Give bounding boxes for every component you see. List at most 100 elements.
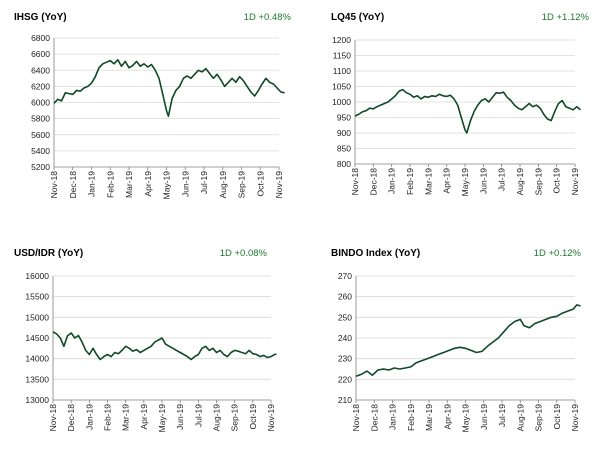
y-tick-label: 6000: [31, 98, 50, 108]
x-tick-label: Apr-19: [442, 404, 452, 430]
x-tick-label: Sep-19: [237, 171, 247, 199]
lq45-chart-title: LQ45 (YoY): [331, 12, 385, 23]
bindo-chart-title: BINDO Index (YoY): [331, 248, 421, 259]
x-tick-label: Dec-18: [368, 168, 378, 196]
y-tick-label: 900: [337, 128, 351, 138]
y-tick-label: 13500: [25, 374, 49, 384]
x-tick-label: Jul-19: [199, 171, 209, 194]
x-tick-label: Mar-19: [423, 168, 433, 195]
y-tick-label: 1100: [333, 66, 352, 76]
y-tick-label: 6600: [31, 49, 50, 59]
y-tick-label: 220: [338, 374, 352, 384]
x-tick-label: Oct-19: [552, 404, 562, 430]
x-tick-label: Jul-19: [497, 404, 507, 427]
x-tick-label: Nov-18: [351, 404, 361, 432]
y-tick-label: 240: [338, 333, 352, 343]
y-tick-label: 1000: [332, 97, 351, 107]
y-tick-label: 15500: [25, 292, 49, 302]
lq45-chart-panel: LQ45 (YoY) 1D +1.12% 800 850 900 950 1000 105…: [303, 0, 607, 230]
x-tick-label: Nov-18: [48, 404, 58, 432]
series-line: [355, 304, 581, 377]
y-tick-label: 6400: [31, 65, 50, 75]
ihsg-chart-title: IHSG (YoY): [14, 12, 67, 23]
x-tick-label: Oct-19: [248, 404, 258, 430]
x-tick-label: Nov-18: [49, 171, 59, 199]
x-tick-label: Sep-19: [230, 404, 240, 432]
x-tick-label: May-19: [162, 171, 172, 200]
y-tick-label: 230: [338, 354, 352, 364]
x-tick-label: Feb-19: [405, 168, 415, 195]
bindo-daily-change: 1D +0.12%: [533, 248, 581, 259]
x-tick-label: Jul-19: [193, 404, 203, 427]
y-tick-label: 1200: [332, 35, 351, 45]
x-tick-label: May-19: [461, 404, 471, 433]
x-tick-label: Apr-19: [139, 404, 149, 430]
x-tick-label: Jun-19: [479, 404, 489, 430]
x-tick-label: Dec-18: [68, 171, 78, 199]
y-tick-label: 5800: [31, 114, 50, 124]
y-tick-label: 16000: [25, 271, 49, 281]
x-tick-label: Feb-19: [105, 171, 115, 198]
x-tick-label: Jun-19: [478, 168, 488, 194]
x-tick-label: Nov-19: [266, 404, 276, 432]
usdidr-daily-change: 1D +0.08%: [219, 248, 267, 259]
y-tick-label: 5200: [31, 162, 50, 172]
x-tick-label: May-19: [157, 404, 167, 433]
x-tick-label: May-19: [460, 168, 470, 197]
x-tick-label: Nov-19: [274, 171, 284, 199]
series-line: [52, 331, 277, 361]
series-line: [354, 88, 582, 134]
y-tick-label: 250: [338, 312, 352, 322]
y-tick-label: 5600: [31, 130, 50, 140]
x-tick-label: Mar-19: [124, 171, 134, 198]
x-tick-label: Sep-19: [534, 404, 544, 432]
y-tick-label: 260: [338, 292, 352, 302]
x-tick-label: Jan-19: [87, 171, 97, 197]
x-tick-label: Dec-18: [369, 404, 379, 432]
y-tick-label: 270: [338, 271, 352, 281]
x-tick-label: Mar-19: [121, 404, 131, 431]
x-tick-label: Jan-19: [388, 404, 398, 430]
y-tick-label: 5400: [31, 146, 50, 156]
x-tick-label: Jan-19: [84, 404, 94, 430]
ihsg-daily-change: 1D +0.48%: [243, 12, 291, 23]
x-tick-label: Feb-19: [103, 404, 113, 431]
x-tick-label: Oct-19: [552, 168, 562, 194]
y-tick-label: 6200: [31, 81, 50, 91]
usdidr-chart-title: USD/IDR (YoY): [14, 248, 84, 259]
lq45-line-chart: 800 850 900 950 1000 1050 1100 1150 1200 Nov-18 De…: [332, 35, 582, 197]
x-tick-label: Aug-19: [218, 171, 228, 199]
bindo-chart-panel: BINDO Index (YoY) 1D +0.12% 210 220 230 240…: [303, 230, 607, 461]
y-tick-label: 800: [337, 159, 351, 169]
x-tick-label: Apr-19: [442, 168, 452, 194]
y-tick-label: 6800: [31, 33, 50, 43]
y-tick-label: 14000: [25, 354, 49, 364]
series-line: [53, 58, 285, 117]
ihsg-line-chart: 5200 5400 5600 5800 6000 6200 6400 6600 6800 Nov-…: [31, 33, 285, 200]
x-tick-label: Dec-18: [66, 404, 76, 432]
x-tick-label: Aug-19: [515, 168, 525, 196]
x-tick-label: Oct-19: [255, 171, 265, 197]
x-tick-label: Jun-19: [180, 171, 190, 197]
x-tick-label: Jul-19: [497, 168, 507, 191]
x-tick-label: Aug-19: [212, 404, 222, 432]
y-tick-label: 1150: [333, 51, 352, 61]
usdidr-line-chart: 13000 13500 14000 14500 15000 15500 16000 Nov-1…: [25, 271, 277, 433]
x-tick-label: Mar-19: [424, 404, 434, 431]
x-tick-label: Sep-19: [533, 168, 543, 196]
x-tick-label: Feb-19: [406, 404, 416, 431]
y-tick-label: 14500: [25, 333, 49, 343]
x-tick-label: Apr-19: [143, 171, 153, 197]
x-tick-label: Jan-19: [387, 168, 397, 194]
bindo-line-chart: 210 220 230 240 250 260 270 Nov-18 Dec-18 Jan-19 F…: [338, 271, 581, 433]
y-tick-label: 13000: [25, 395, 49, 405]
y-tick-label: 950: [337, 113, 351, 123]
x-tick-label: Nov-18: [350, 168, 360, 196]
y-tick-label: 15000: [25, 312, 49, 322]
lq45-daily-change: 1D +1.12%: [541, 12, 589, 23]
usdidr-chart-panel: USD/IDR (YoY) 1D +0.08% 13000 13500 14000 1…: [0, 230, 303, 461]
x-tick-label: Jun-19: [175, 404, 185, 430]
ihsg-chart-panel: IHSG (YoY) 1D +0.48% 5200 5400 5600 5800 600…: [0, 0, 303, 230]
x-tick-label: Nov-19: [570, 168, 580, 196]
x-tick-label: Nov-19: [570, 404, 580, 432]
